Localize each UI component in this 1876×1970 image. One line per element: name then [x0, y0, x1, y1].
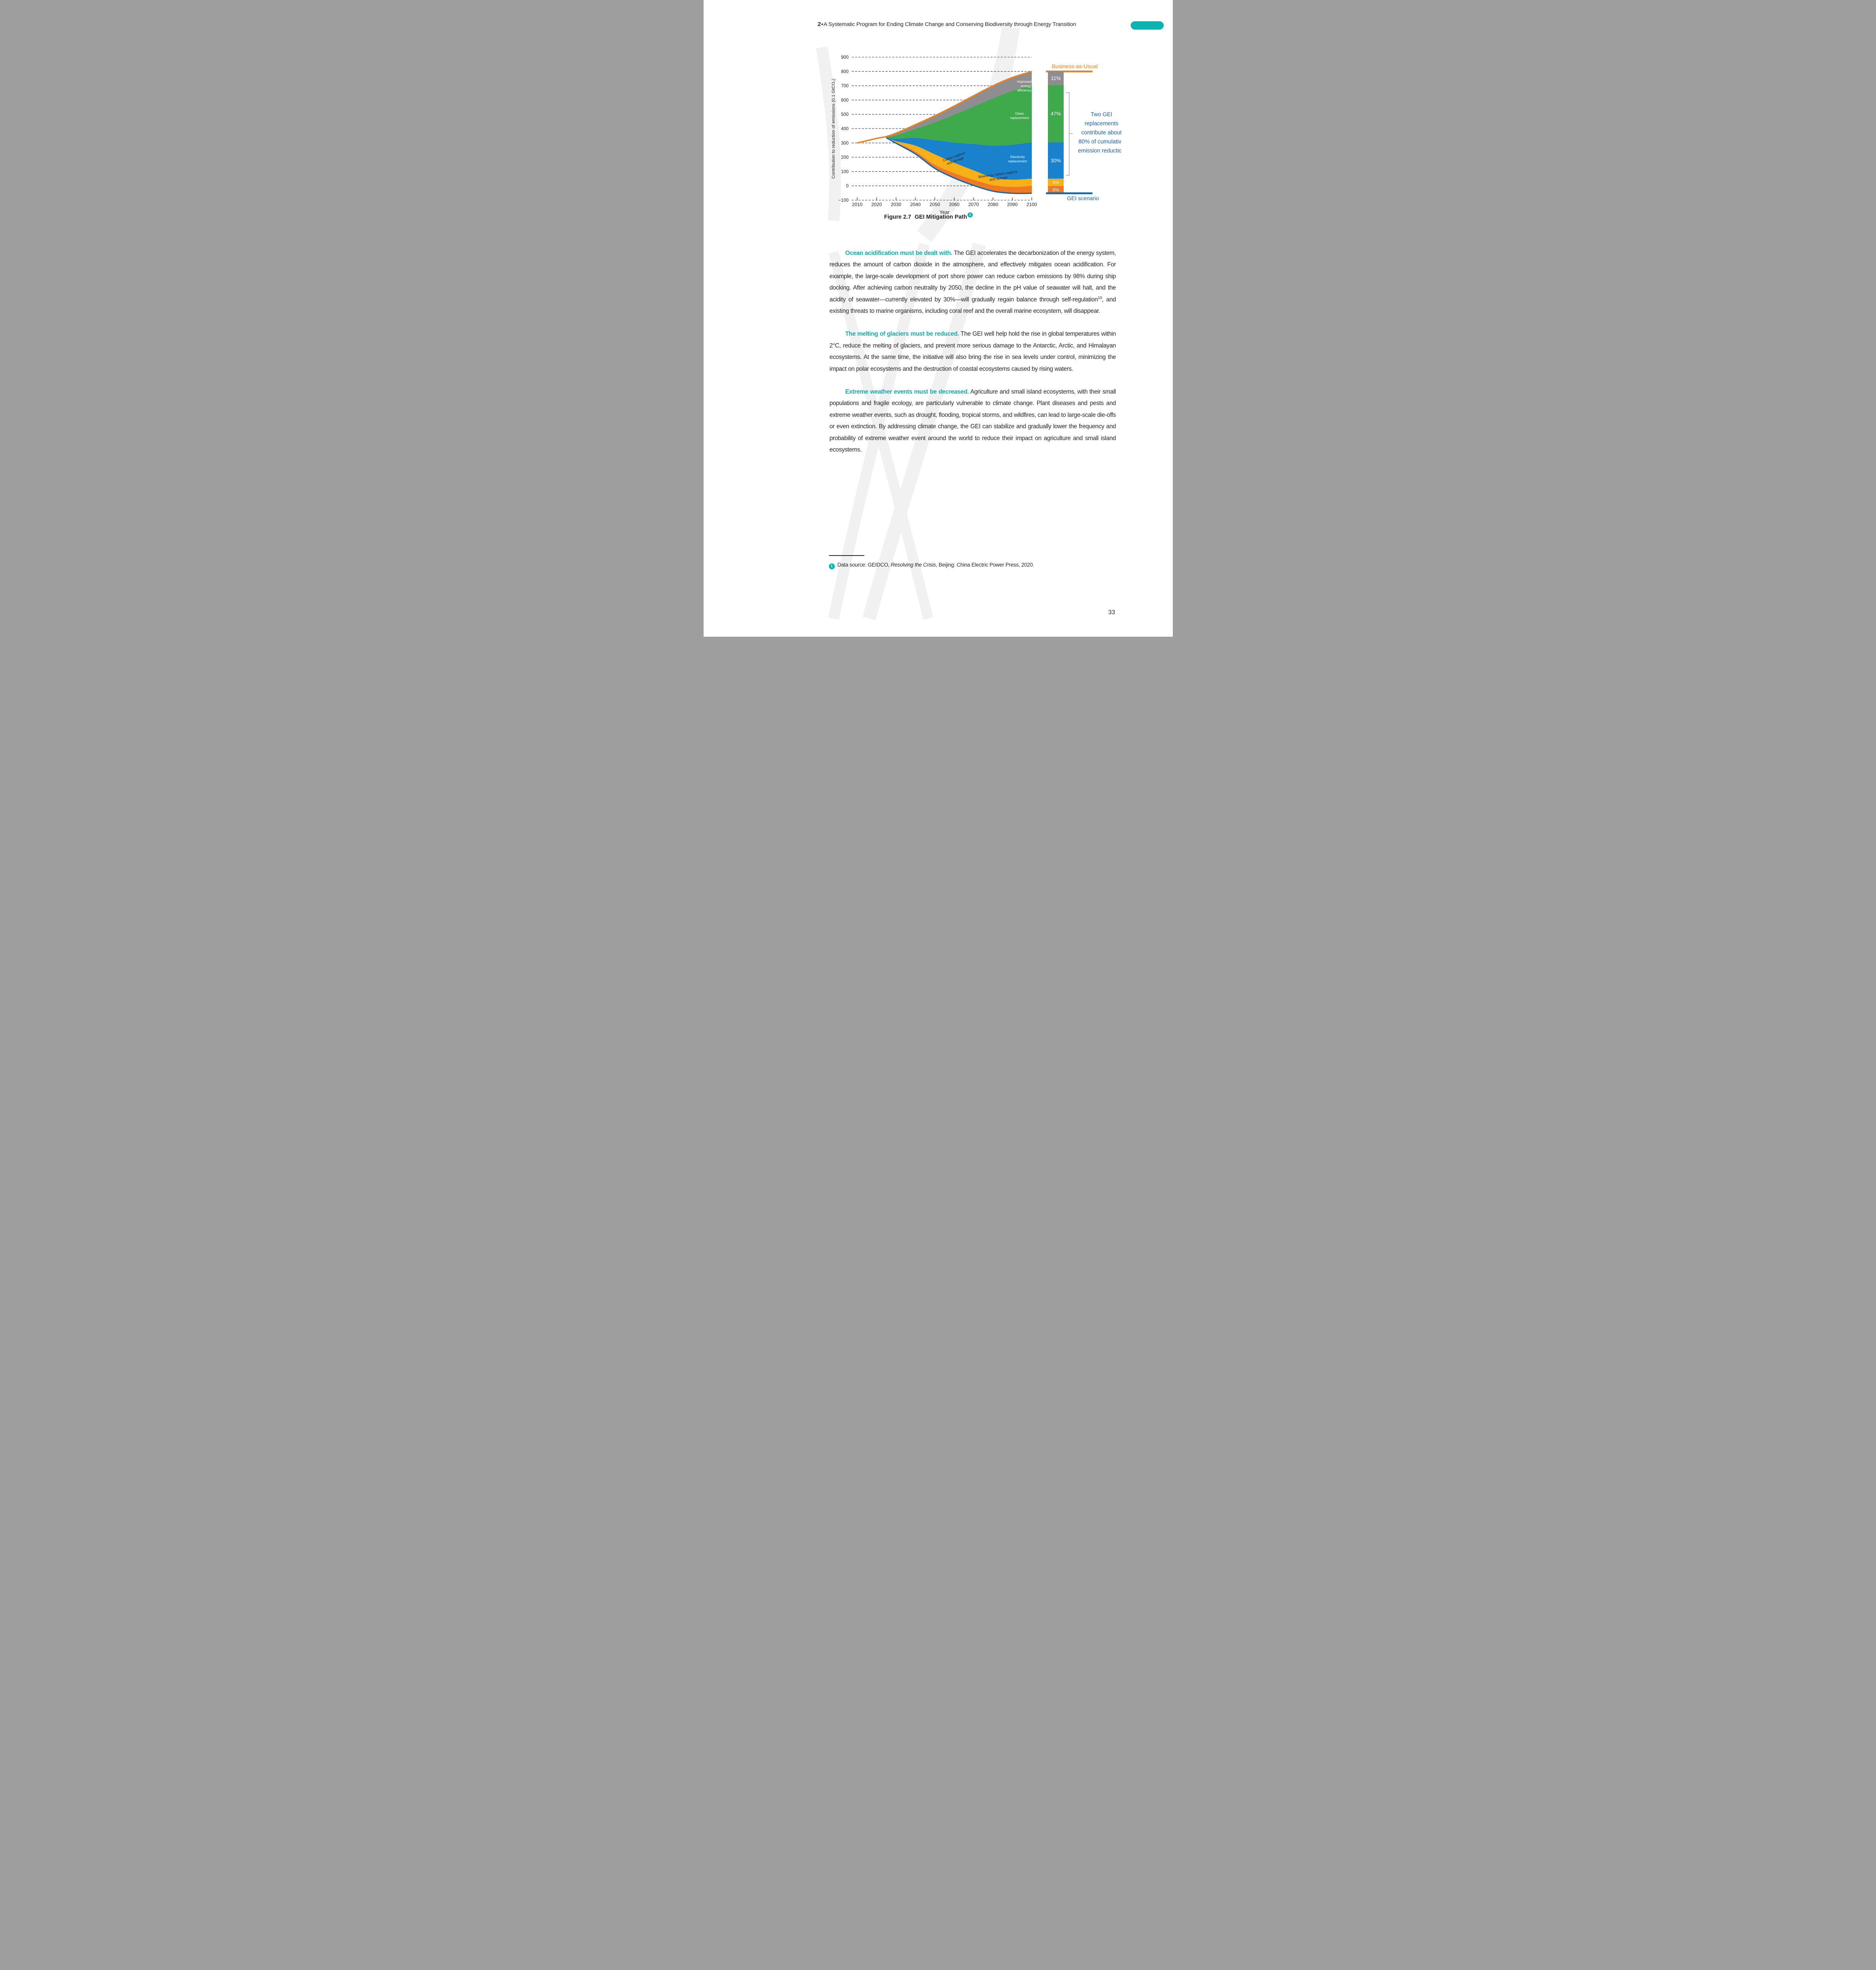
x-tick-label: 2040 — [910, 202, 921, 207]
x-tick-label: 2070 — [968, 202, 979, 207]
footnote-rule — [828, 555, 864, 556]
y-tick-label: 700 — [841, 84, 848, 89]
x-tick-label: 2060 — [949, 202, 959, 207]
page-header: 2•A Systematic Program for Ending Climat… — [818, 21, 1076, 28]
y-tick-label: 800 — [841, 69, 848, 74]
y-tick-label: 200 — [841, 155, 848, 160]
svg-text:Two GEI: Two GEI — [1090, 112, 1112, 118]
figure-caption: Figure 2.7 GEI Mitigation Path 1 — [786, 212, 1072, 220]
band-label: efficiency — [1017, 88, 1031, 92]
x-tick-label: 2020 — [871, 202, 882, 207]
footnote-text: Data source: GEIDCO, — [837, 562, 891, 568]
band-label: Electricity — [1010, 155, 1025, 159]
page-number: 33 — [1108, 609, 1115, 616]
paragraph: Extreme weather events must be decreased… — [829, 388, 1116, 453]
bar-segment — [1048, 142, 1064, 179]
x-tick-label: 2030 — [891, 202, 901, 207]
band-clean-replacement — [857, 85, 1032, 146]
figure-2-7: 900 800 700 600 500 400 300 200 100 0 −100 2010 2020… — [830, 48, 1125, 219]
two-gei-annotation: Two GEI replacements contribute about 80% o… — [1078, 112, 1125, 154]
band-label: replacement — [1008, 159, 1027, 163]
y-tick-label: 100 — [841, 169, 848, 174]
bar-segment — [1048, 85, 1064, 142]
y-tick-label: 400 — [841, 127, 848, 132]
y-tick-label: 500 — [841, 112, 848, 117]
bar-segment — [1048, 186, 1064, 193]
body-paragraphs: Ocean acidification must be dealt with. … — [830, 247, 1116, 467]
svg-text:80% of cumulative: 80% of cumulative — [1078, 139, 1121, 145]
paragraph-lead: Ocean acidification must be dealt with. — [845, 250, 953, 256]
band-improved-energy-efficiency — [857, 71, 1032, 143]
y-tick-label: 0 — [846, 184, 848, 189]
footnote-marker-icon: 1 — [967, 212, 973, 217]
y-tick-label: 600 — [841, 98, 848, 103]
band-label: Clean — [1015, 112, 1024, 115]
bar-share-label: 30% — [1050, 158, 1061, 164]
header-bullet: • — [821, 21, 823, 28]
band-label: replacement — [1010, 116, 1029, 120]
svg-text:emission reduction: emission reduction — [1078, 148, 1121, 154]
bar-share-label: 6% — [1053, 180, 1059, 185]
band-label: Improved — [1017, 80, 1031, 84]
footnote: 1 Data source: GEIDCO, Resolving the Cris… — [828, 562, 1116, 569]
paragraph: Ocean acidification must be dealt with. … — [829, 250, 1116, 315]
footnote-italic-title: Resolving the Crisis — [891, 562, 936, 568]
paragraph: The melting of glaciers must be reduced.… — [829, 331, 1116, 372]
y-tick-label: 300 — [841, 141, 848, 146]
bracket — [1066, 92, 1073, 176]
bau-label: Business-as-Usual — [1051, 63, 1098, 69]
document-page: 2•A Systematic Program for Ending Climat… — [703, 0, 1173, 637]
business-as-usual-line — [857, 71, 1032, 144]
band-electricity-replacement — [857, 137, 1032, 180]
x-axis-title: Year — [939, 210, 949, 215]
band-label: energy — [1021, 84, 1031, 88]
gei-scenario-label: GEI scenario — [1067, 195, 1099, 201]
figure-caption-title: GEI Mitigation Path — [914, 214, 967, 220]
x-tick-label: 2010 — [852, 202, 862, 207]
stream-bands — [857, 71, 1032, 193]
y-tick-label: −100 — [838, 198, 849, 203]
x-tick-label: 2100 — [1026, 202, 1037, 207]
x-tick-label: 2090 — [1007, 202, 1018, 207]
x-tick-label: 2080 — [988, 202, 998, 207]
bar-share-label: 11% — [1051, 75, 1061, 81]
figure-caption-label: Figure 2.7 — [884, 214, 911, 220]
band-carbon-capture-and-storage — [857, 137, 1032, 187]
paragraph-lead: Extreme weather events must be decreased… — [845, 388, 969, 396]
bar-share-label: 6% — [1053, 188, 1059, 192]
x-tick-label: 2050 — [929, 202, 940, 207]
band-bioenergy-carbon-capture-and-storage — [857, 137, 1032, 193]
cumulative-share-bar: 11% 47% 30% 6% 6% GEI scenario — [1046, 71, 1099, 201]
svg-text:replacements: replacements — [1085, 121, 1118, 127]
footnote-marker-icon: 1 — [828, 563, 835, 569]
header-title: A Systematic Program for Ending Climate … — [823, 21, 1076, 28]
bar-share-label: 47% — [1050, 111, 1061, 117]
footnote-text-suffix: , Beijing: China Electric Power Press, 2… — [936, 562, 1035, 568]
gei-scenario-line — [886, 137, 1032, 194]
y-tick-label: 900 — [841, 55, 848, 60]
bar-segment — [1048, 71, 1064, 85]
paragraph-lead: The melting of glaciers must be reduced. — [845, 331, 959, 338]
chapter-number: 2 — [817, 21, 821, 28]
header-accent-bar — [1130, 21, 1164, 30]
bar-segment — [1048, 178, 1064, 186]
y-axis-title: Contribution to reduction of emissions (… — [831, 78, 836, 178]
svg-text:contribute about: contribute about — [1081, 130, 1121, 136]
